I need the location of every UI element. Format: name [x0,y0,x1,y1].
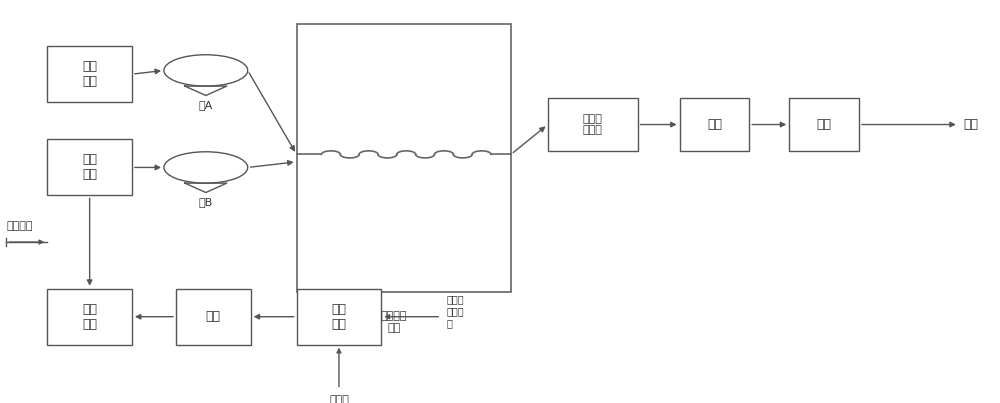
Text: 蒸馏: 蒸馏 [206,310,221,323]
Text: 硝化
配料: 硝化 配料 [82,154,97,181]
Text: 酰化
固体: 酰化 固体 [82,303,97,331]
Text: 硝酸
溶液: 硝酸 溶液 [82,60,97,88]
Text: 水解: 水解 [817,118,832,131]
FancyBboxPatch shape [47,289,132,345]
FancyBboxPatch shape [47,139,132,195]
FancyBboxPatch shape [47,46,132,102]
Text: 冰水冷
却析晶: 冰水冷 却析晶 [583,114,603,135]
FancyBboxPatch shape [789,98,859,151]
Text: 微通道反
应器: 微通道反 应器 [381,311,407,333]
Text: 过滤: 过滤 [707,118,722,131]
Text: 产品: 产品 [964,118,979,131]
FancyBboxPatch shape [548,98,638,151]
Text: 泵A: 泵A [199,100,213,110]
Text: 泵B: 泵B [199,197,213,207]
FancyBboxPatch shape [297,24,511,293]
FancyBboxPatch shape [680,98,749,151]
Text: 酰化
反应: 酰化 反应 [331,303,346,331]
Text: 邻甲苯
胺、醋
酸: 邻甲苯 胺、醋 酸 [446,295,464,328]
FancyBboxPatch shape [297,289,381,345]
Text: 乙酸酐: 乙酸酐 [329,395,349,403]
FancyBboxPatch shape [176,289,251,345]
Text: 二氯甲烷: 二氯甲烷 [6,221,33,231]
